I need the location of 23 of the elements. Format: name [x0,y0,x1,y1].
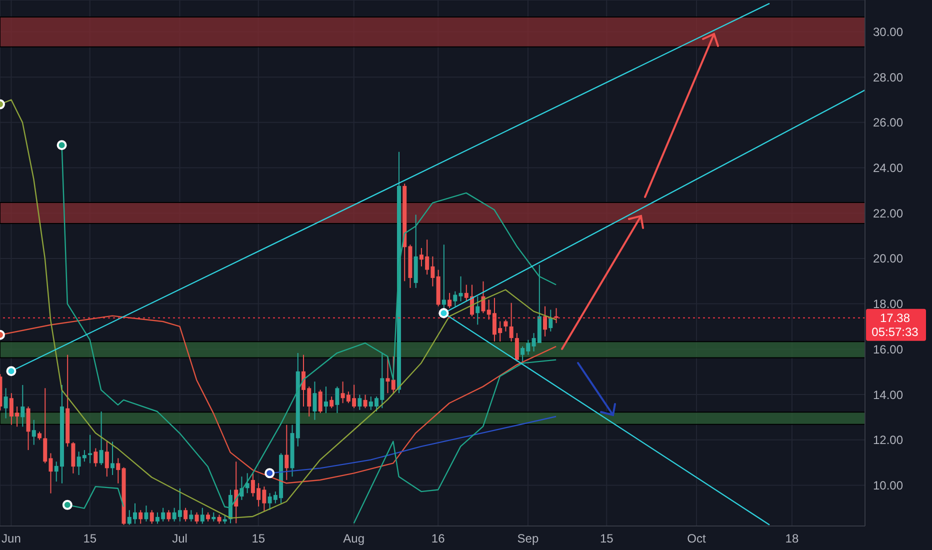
x-tick-label: 15 [83,532,97,546]
x-tick-label: Jun [2,532,21,546]
x-tick-label: Aug [343,532,365,546]
y-tick-label: 14.00 [873,388,904,402]
y-tick-label: 16.00 [873,342,904,356]
x-tick-label: 16 [431,532,446,546]
y-tick-label: 18.00 [873,297,904,312]
y-tick-label: 20.00 [873,252,904,266]
x-tick-label: Sep [517,532,539,546]
y-tick-label: 12.00 [873,433,904,448]
x-tick-label: 18 [785,532,799,546]
y-tick-label: 22.00 [873,206,904,220]
y-tick-label: 10.00 [873,478,904,492]
x-tick-label: 15 [252,532,266,546]
y-tick-label: 28.00 [873,70,904,84]
x-tick-label: Jul [172,532,188,546]
ref-line-label: 17.38 [880,310,910,325]
y-tick-label: 30.00 [873,25,904,39]
text: 05:57:33 [872,324,919,339]
y-tick-label: 24.00 [873,161,904,176]
x-tick-label: Oct [687,532,706,546]
x-tick-label: 15 [600,532,614,546]
y-tick-label: 26.00 [873,116,904,130]
